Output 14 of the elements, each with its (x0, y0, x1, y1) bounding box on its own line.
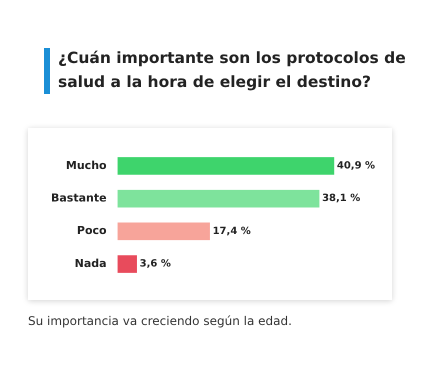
y-tick-label: Bastante (50, 192, 107, 205)
bar (118, 255, 137, 273)
y-tick-label: Mucho (66, 158, 108, 172)
bar (118, 190, 320, 208)
data-label: 38,1 % (322, 193, 360, 204)
data-label: 3,6 % (140, 258, 171, 270)
y-tick-label: Poco (76, 224, 108, 238)
text: Su importancia va creciendo según la edad. (28, 314, 292, 328)
chart-title: ¿Cuán importante son los protocolos de salud a la hora de elegir el destino? (58, 48, 407, 93)
data-label: 17,4 % (212, 226, 251, 237)
bar (118, 157, 334, 175)
y-tick-label: Nada (74, 256, 107, 270)
data-label: 40,9 % (336, 160, 376, 172)
bar (118, 222, 210, 240)
